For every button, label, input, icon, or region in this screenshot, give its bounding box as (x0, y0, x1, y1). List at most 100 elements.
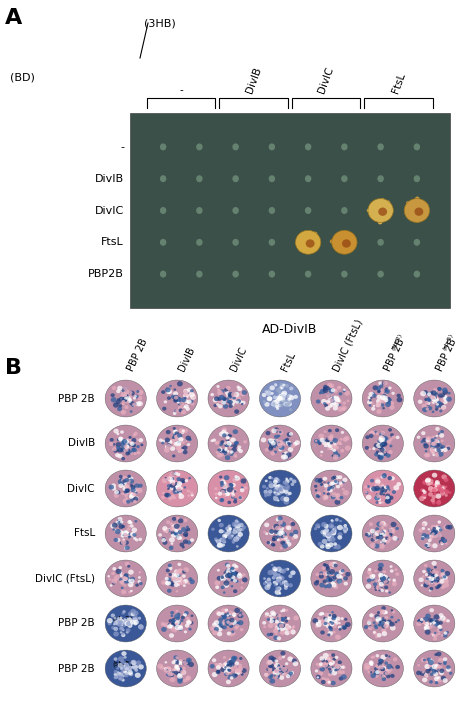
Ellipse shape (434, 398, 439, 403)
Ellipse shape (268, 446, 273, 450)
Ellipse shape (375, 501, 378, 504)
Ellipse shape (134, 432, 138, 436)
Ellipse shape (375, 486, 380, 491)
Ellipse shape (116, 432, 119, 435)
Ellipse shape (177, 676, 183, 681)
Ellipse shape (437, 533, 442, 538)
Ellipse shape (333, 616, 337, 620)
Ellipse shape (383, 381, 388, 385)
Ellipse shape (227, 487, 231, 491)
Ellipse shape (380, 398, 385, 403)
Ellipse shape (278, 441, 283, 445)
Ellipse shape (328, 397, 333, 401)
Ellipse shape (121, 587, 124, 589)
Ellipse shape (233, 500, 237, 503)
Ellipse shape (283, 580, 288, 584)
Ellipse shape (278, 430, 283, 435)
Ellipse shape (273, 445, 276, 448)
Ellipse shape (259, 470, 301, 507)
Ellipse shape (337, 660, 342, 664)
Ellipse shape (383, 671, 388, 676)
Ellipse shape (122, 479, 127, 483)
Ellipse shape (423, 582, 429, 587)
Ellipse shape (378, 534, 383, 540)
Ellipse shape (134, 491, 137, 493)
Ellipse shape (208, 515, 249, 552)
Ellipse shape (380, 587, 383, 591)
Ellipse shape (328, 614, 331, 616)
Ellipse shape (128, 570, 134, 575)
Ellipse shape (441, 676, 446, 681)
Ellipse shape (237, 525, 241, 527)
Ellipse shape (336, 493, 340, 498)
Ellipse shape (280, 395, 284, 398)
Ellipse shape (379, 384, 383, 388)
Ellipse shape (168, 578, 173, 582)
Ellipse shape (335, 656, 338, 659)
Ellipse shape (271, 542, 275, 546)
Ellipse shape (167, 589, 172, 593)
Ellipse shape (264, 612, 269, 616)
Ellipse shape (440, 447, 443, 449)
Ellipse shape (418, 400, 422, 404)
Ellipse shape (234, 608, 240, 613)
Ellipse shape (227, 664, 232, 668)
Ellipse shape (441, 573, 446, 577)
Ellipse shape (128, 520, 132, 524)
Ellipse shape (329, 669, 334, 674)
Ellipse shape (321, 399, 327, 404)
Ellipse shape (331, 581, 335, 585)
Ellipse shape (333, 579, 336, 582)
Ellipse shape (365, 533, 368, 537)
Ellipse shape (375, 670, 380, 674)
Ellipse shape (116, 520, 120, 525)
Ellipse shape (440, 542, 444, 545)
Ellipse shape (120, 478, 123, 480)
Ellipse shape (330, 573, 333, 575)
Ellipse shape (130, 620, 135, 625)
Ellipse shape (337, 535, 342, 539)
Ellipse shape (328, 578, 333, 582)
Ellipse shape (431, 569, 434, 572)
Ellipse shape (181, 397, 186, 402)
Ellipse shape (128, 622, 132, 626)
Ellipse shape (435, 664, 438, 667)
Ellipse shape (166, 443, 171, 448)
Ellipse shape (219, 449, 225, 454)
Ellipse shape (122, 577, 128, 582)
Ellipse shape (177, 583, 180, 586)
Ellipse shape (130, 532, 136, 537)
Ellipse shape (232, 175, 239, 182)
Ellipse shape (425, 401, 429, 405)
Ellipse shape (383, 488, 387, 493)
Ellipse shape (279, 592, 281, 594)
Ellipse shape (428, 479, 434, 484)
Ellipse shape (277, 666, 281, 670)
Ellipse shape (288, 574, 292, 578)
Ellipse shape (384, 389, 390, 394)
Ellipse shape (175, 442, 179, 445)
Ellipse shape (226, 666, 231, 671)
Ellipse shape (328, 625, 333, 629)
Ellipse shape (237, 573, 241, 576)
Ellipse shape (220, 400, 226, 405)
Ellipse shape (427, 397, 431, 402)
Ellipse shape (439, 528, 442, 532)
Ellipse shape (432, 501, 436, 504)
Ellipse shape (127, 621, 133, 626)
Ellipse shape (329, 396, 335, 401)
Ellipse shape (124, 443, 127, 445)
Ellipse shape (270, 633, 273, 636)
Ellipse shape (324, 444, 328, 447)
Ellipse shape (222, 615, 227, 620)
Ellipse shape (317, 440, 321, 444)
Ellipse shape (307, 231, 311, 235)
Ellipse shape (176, 487, 182, 491)
Ellipse shape (317, 620, 321, 623)
Ellipse shape (226, 563, 230, 568)
Text: DivIB: DivIB (95, 174, 124, 184)
Ellipse shape (227, 487, 233, 492)
Ellipse shape (225, 573, 230, 578)
Ellipse shape (381, 618, 385, 622)
Ellipse shape (328, 443, 333, 448)
